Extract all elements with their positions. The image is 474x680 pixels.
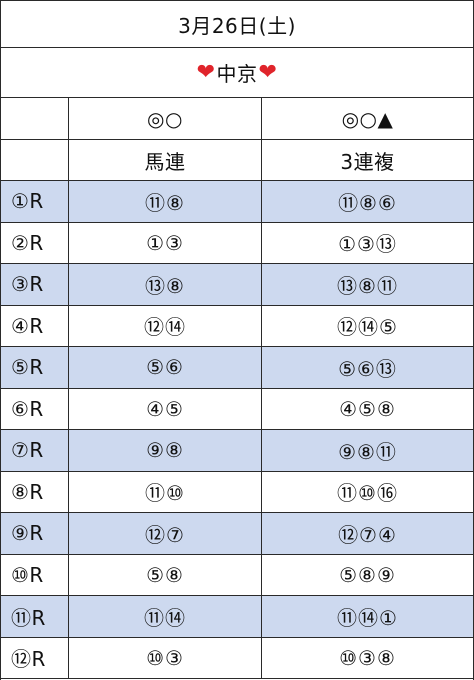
sanrenpuku-pick: ④⑤⑧ — [339, 396, 396, 421]
race-number: ③R — [1, 264, 69, 305]
umaren-pick: ⑬⑧ — [69, 264, 262, 305]
race-row: ⑨R ⑫⑦ ⑫⑦④ — [1, 513, 473, 555]
race-row: ③R ⑬⑧ ⑬⑧⑪ — [1, 264, 473, 306]
bet-type-race — [1, 140, 69, 180]
mark-header-umaren: ◎○ — [69, 98, 262, 139]
umaren-pick: ⑫⑭ — [69, 305, 262, 346]
bet-type-umaren: 馬連 — [69, 140, 262, 180]
race-row: ⑫R ⑩③ ⑩③⑧ — [1, 637, 473, 679]
mark-header-sanrenpuku: ◎○▲ — [341, 106, 394, 131]
sanrenpuku-pick: ⑫⑭⑤ — [337, 315, 398, 340]
race-row: ⑥R ④⑤ ④⑤⑧ — [1, 388, 473, 430]
bet-type-row: 馬連 3連複 — [1, 140, 473, 181]
umaren-pick: ⑤⑧ — [69, 554, 262, 595]
race-number: ⑥R — [1, 388, 69, 429]
race-number: ⑪R — [1, 596, 69, 637]
mark-header-race — [1, 98, 69, 139]
race-row: ②R ①③ ①③⑬ — [1, 222, 473, 264]
race-number: ⑤R — [1, 347, 69, 388]
sanrenpuku-pick: ⑨⑧⑪ — [338, 439, 397, 464]
umaren-pick: ④⑤ — [69, 388, 262, 429]
venue-cell: ❤ 中京 ❤ — [1, 48, 473, 97]
sanrenpuku-pick: ⑫⑦④ — [338, 522, 397, 547]
bet-type-sanrenpuku: 3連複 — [340, 149, 395, 174]
race-row: ⑧R ⑪⑩ ⑪⑩⑯ — [1, 471, 473, 513]
race-table-body: ①R ⑪⑧ ⑪⑧⑥ ②R ①③ ①③⑬ ③R ⑬⑧ ⑬⑧⑪ ④R ⑫⑭ ⑫⑭⑤ ⑤R ⑤⑥ ⑤⑥⑬ ⑥R ④⑤ ④… — [1, 181, 473, 679]
heart-icon: ❤ — [258, 60, 278, 85]
venue-row: ❤ 中京 ❤ — [1, 48, 473, 98]
venue-name: 中京 — [216, 62, 258, 86]
umaren-pick: ⑪⑧ — [69, 181, 262, 222]
sanrenpuku-pick: ⑪⑩⑯ — [337, 481, 398, 506]
race-number: ⑨R — [1, 513, 69, 554]
sanrenpuku-pick: ⑩③⑧ — [339, 645, 396, 670]
umaren-pick: ①③ — [69, 222, 262, 263]
mark-header-row: ◎○ ◎○▲ — [1, 98, 473, 140]
race-row: ⑤R ⑤⑥ ⑤⑥⑬ — [1, 347, 473, 389]
race-row: ①R ⑪⑧ ⑪⑧⑥ — [1, 181, 473, 223]
race-row: ④R ⑫⑭ ⑫⑭⑤ — [1, 305, 473, 347]
heart-icon: ❤ — [196, 60, 216, 85]
sanrenpuku-pick: ①③⑬ — [338, 232, 397, 257]
race-number: ②R — [1, 222, 69, 263]
date-title: 3月26日(土) — [178, 13, 296, 38]
race-number: ⑩R — [1, 554, 69, 595]
sanrenpuku-pick: ⑬⑧⑪ — [337, 273, 398, 298]
umaren-pick: ⑫⑦ — [69, 513, 262, 554]
sanrenpuku-pick: ⑤⑧⑨ — [339, 562, 396, 587]
date-row: 3月26日(土) — [1, 1, 473, 48]
race-number: ⑦R — [1, 430, 69, 471]
umaren-pick: ⑤⑥ — [69, 347, 262, 388]
umaren-pick: ⑪⑭ — [69, 596, 262, 637]
race-row: ⑦R ⑨⑧ ⑨⑧⑪ — [1, 430, 473, 472]
umaren-pick: ⑨⑧ — [69, 430, 262, 471]
race-row: ⑪R ⑪⑭ ⑪⑭① — [1, 596, 473, 638]
sanrenpuku-pick: ⑪⑭① — [337, 605, 398, 630]
race-number: ①R — [1, 181, 69, 222]
umaren-pick: ⑩③ — [69, 637, 262, 678]
race-number: ⑧R — [1, 471, 69, 512]
race-row: ⑩R ⑤⑧ ⑤⑧⑨ — [1, 554, 473, 596]
umaren-pick: ⑪⑩ — [69, 471, 262, 512]
sanrenpuku-pick: ⑪⑧⑥ — [338, 190, 397, 215]
race-number: ④R — [1, 305, 69, 346]
sanrenpuku-pick: ⑤⑥⑬ — [338, 356, 397, 381]
race-number: ⑫R — [1, 637, 69, 678]
